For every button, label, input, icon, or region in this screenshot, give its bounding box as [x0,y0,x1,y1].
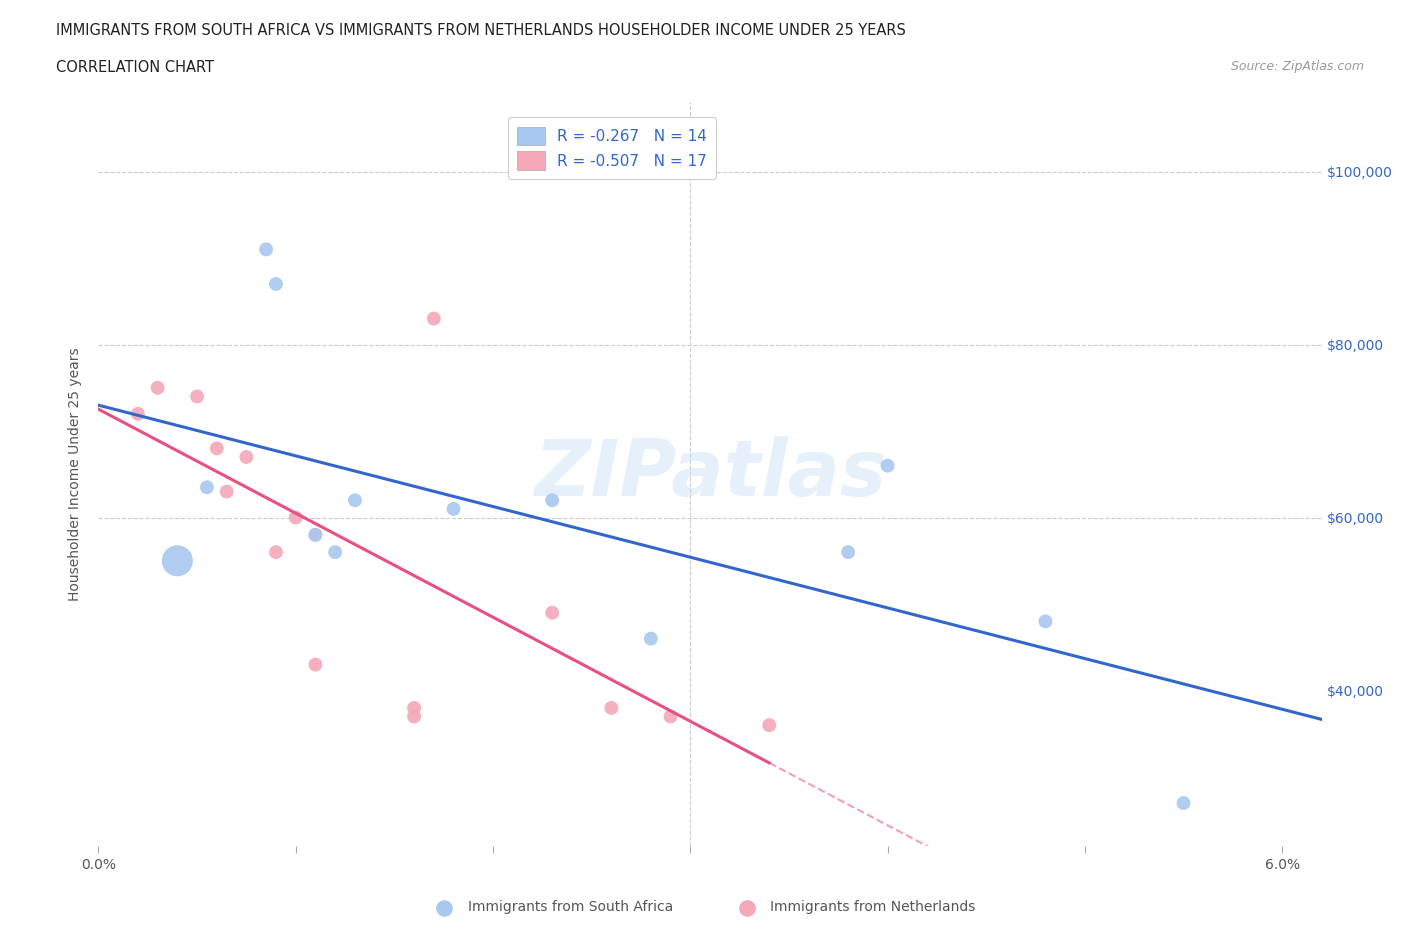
Point [304,527,326,542]
Text: Source: ZipAtlas.com: Source: ZipAtlas.com [1230,60,1364,73]
Point [264,276,287,291]
Point [215,485,238,499]
Point [659,709,682,724]
Point [876,458,898,473]
Point [205,441,228,456]
Text: CORRELATION CHART: CORRELATION CHART [56,60,214,75]
Text: IMMIGRANTS FROM SOUTH AFRICA VS IMMIGRANTS FROM NETHERLANDS HOUSEHOLDER INCOME U: IMMIGRANTS FROM SOUTH AFRICA VS IMMIGRAN… [56,23,905,38]
Point [758,718,780,733]
Point [235,449,257,464]
Text: Immigrants from South Africa: Immigrants from South Africa [468,899,673,914]
Legend: R = -0.267   N = 14, R = -0.507   N = 17: R = -0.267 N = 14, R = -0.507 N = 17 [508,117,716,179]
Point [541,493,564,508]
Text: ZIPatlas: ZIPatlas [534,436,886,512]
Point [640,631,662,646]
Y-axis label: Householder Income Under 25 years: Householder Income Under 25 years [69,348,83,601]
Point [404,709,426,724]
Point [1173,795,1195,810]
Point [264,545,287,560]
Point [433,900,456,915]
Point [254,242,277,257]
Point [541,605,564,620]
Point [166,553,188,568]
Point [600,700,623,715]
Point [837,545,859,560]
Point [146,380,169,395]
Point [304,658,326,672]
Point [423,312,446,326]
Point [404,700,426,715]
Point [343,493,366,508]
Point [186,389,208,404]
Point [284,511,307,525]
Point [443,501,465,516]
Point [195,480,218,495]
Point [304,527,326,542]
Text: Immigrants from Netherlands: Immigrants from Netherlands [770,899,976,914]
Point [735,900,758,915]
Point [1035,614,1057,629]
Point [127,406,149,421]
Point [323,545,346,560]
